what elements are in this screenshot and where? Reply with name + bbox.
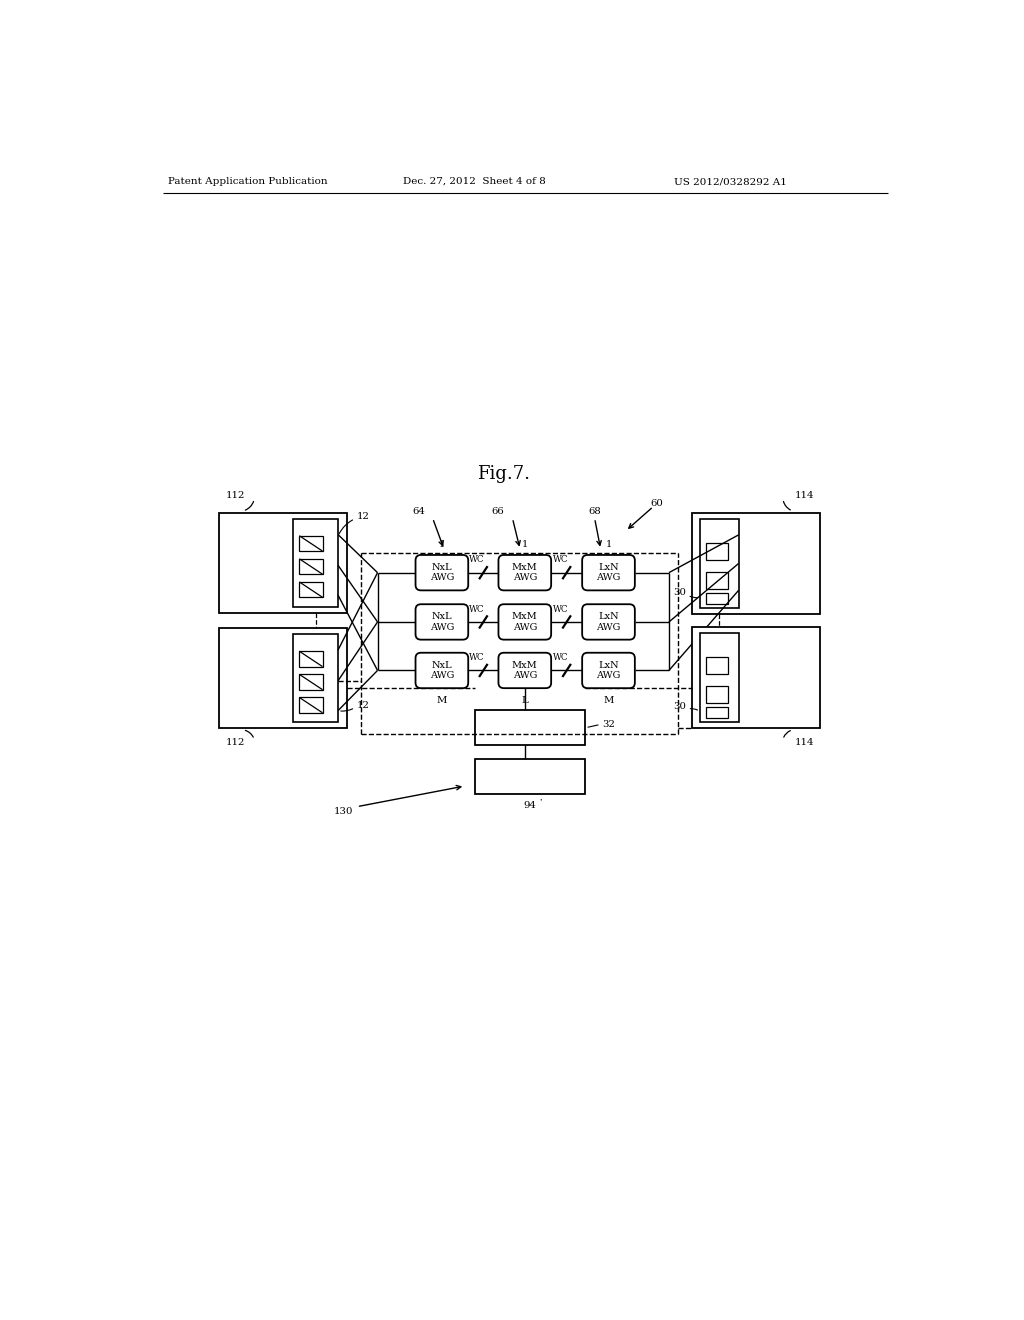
- Text: 112: 112: [225, 491, 245, 500]
- Bar: [692, 627, 820, 729]
- Text: LxN
AWG: LxN AWG: [596, 562, 621, 582]
- Bar: [707, 572, 728, 589]
- Text: NxL
AWG: NxL AWG: [430, 661, 454, 680]
- Text: 64: 64: [413, 507, 425, 516]
- Text: MxM
AWG: MxM AWG: [512, 612, 538, 632]
- Text: WC: WC: [469, 556, 485, 565]
- Bar: [293, 519, 338, 607]
- FancyBboxPatch shape: [499, 605, 551, 640]
- FancyBboxPatch shape: [416, 653, 468, 688]
- Text: L: L: [521, 696, 528, 705]
- Bar: [475, 710, 586, 744]
- Text: Patent Application Publication: Patent Application Publication: [168, 177, 328, 186]
- FancyBboxPatch shape: [583, 554, 635, 590]
- Text: WC: WC: [469, 605, 485, 614]
- Bar: [700, 519, 738, 609]
- Text: M: M: [436, 696, 447, 705]
- Text: WC: WC: [553, 556, 568, 565]
- FancyBboxPatch shape: [499, 554, 551, 590]
- Text: MxM
AWG: MxM AWG: [512, 661, 538, 680]
- Bar: [700, 632, 738, 722]
- Text: 32: 32: [602, 719, 615, 729]
- Text: M: M: [603, 696, 613, 705]
- Text: Fig.7.: Fig.7.: [477, 465, 530, 483]
- Text: 12: 12: [356, 512, 370, 521]
- Bar: [299, 675, 323, 689]
- Text: 94: 94: [524, 801, 537, 809]
- Bar: [299, 536, 323, 552]
- Bar: [707, 686, 728, 702]
- Text: NxL
AWG: NxL AWG: [430, 562, 454, 582]
- Text: MxM
AWG: MxM AWG: [512, 562, 538, 582]
- Bar: [219, 512, 347, 612]
- FancyBboxPatch shape: [583, 653, 635, 688]
- Text: 114: 114: [795, 738, 814, 747]
- Bar: [707, 656, 728, 673]
- FancyBboxPatch shape: [499, 653, 551, 688]
- Bar: [475, 759, 586, 793]
- Text: 1: 1: [521, 540, 528, 549]
- Text: 30: 30: [673, 702, 686, 711]
- Text: 12: 12: [356, 701, 370, 710]
- Bar: [692, 512, 820, 614]
- Text: 130: 130: [334, 807, 352, 816]
- Bar: [299, 697, 323, 713]
- Text: 68: 68: [588, 507, 601, 516]
- Bar: [219, 628, 347, 729]
- FancyBboxPatch shape: [416, 554, 468, 590]
- Bar: [707, 708, 728, 718]
- Text: Dec. 27, 2012  Sheet 4 of 8: Dec. 27, 2012 Sheet 4 of 8: [403, 177, 546, 186]
- Text: WC: WC: [469, 653, 485, 663]
- Text: NxL
AWG: NxL AWG: [430, 612, 454, 632]
- Bar: [299, 651, 323, 667]
- Text: 66: 66: [492, 507, 504, 516]
- Bar: [707, 543, 728, 560]
- Text: WC: WC: [553, 605, 568, 614]
- Text: 30: 30: [673, 589, 686, 597]
- Bar: [299, 558, 323, 574]
- Text: 114: 114: [795, 491, 814, 500]
- Text: 60: 60: [650, 499, 663, 508]
- FancyBboxPatch shape: [416, 605, 468, 640]
- Text: LxN
AWG: LxN AWG: [596, 661, 621, 680]
- Text: 1: 1: [605, 540, 611, 549]
- Bar: [707, 594, 728, 605]
- Bar: [299, 582, 323, 598]
- Text: US 2012/0328292 A1: US 2012/0328292 A1: [675, 177, 787, 186]
- Text: LxN
AWG: LxN AWG: [596, 612, 621, 632]
- Text: 112: 112: [225, 738, 245, 747]
- Text: 1: 1: [438, 540, 445, 549]
- Text: WC: WC: [553, 653, 568, 663]
- Bar: [293, 635, 338, 722]
- FancyBboxPatch shape: [583, 605, 635, 640]
